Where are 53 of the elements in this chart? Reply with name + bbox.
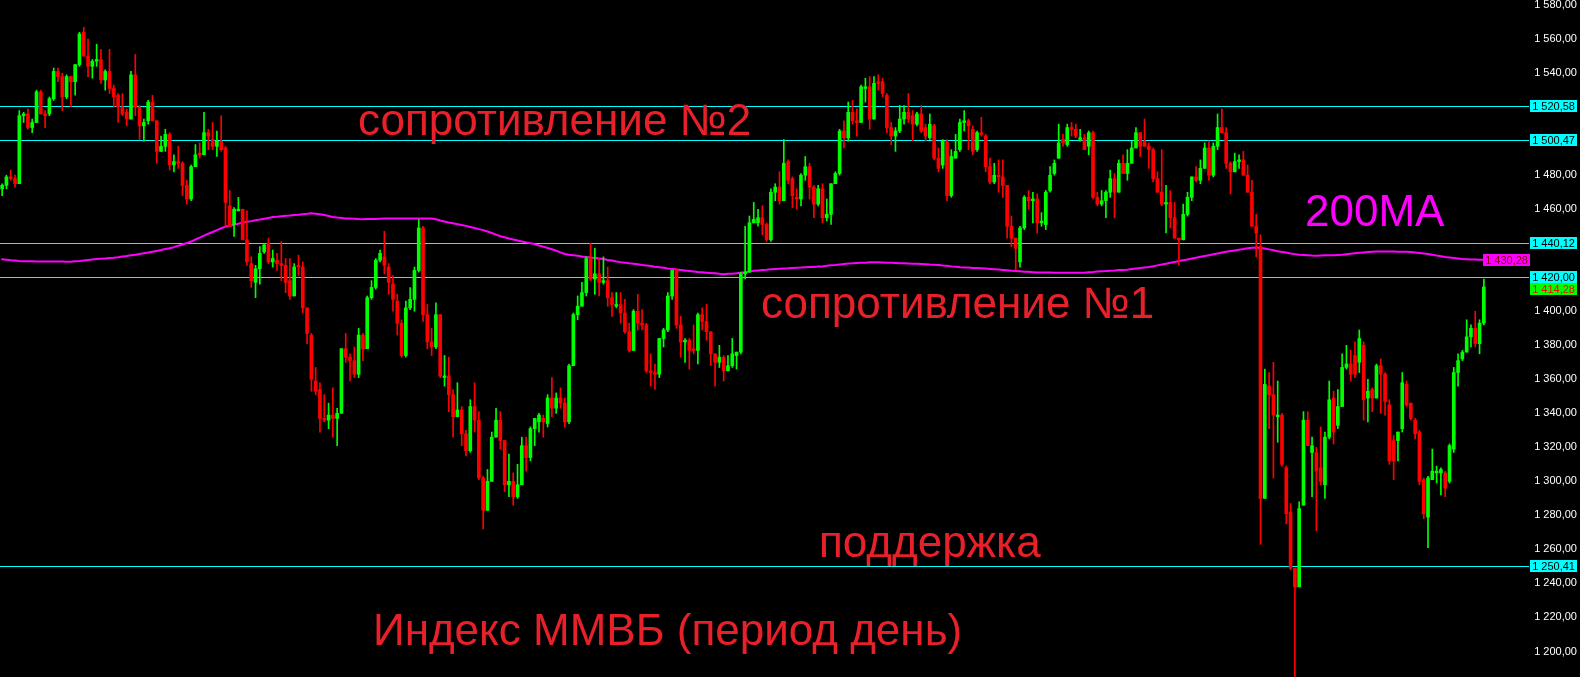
y-tick-label: 1 360,00	[1534, 372, 1577, 385]
candlestick	[842, 120, 846, 149]
y-tick-label: 1 380,00	[1534, 338, 1577, 351]
candlestick	[751, 202, 756, 224]
y-tick-label: 1 340,00	[1534, 406, 1577, 419]
y-tick-label: 1 260,00	[1534, 542, 1577, 555]
series-label: 200MA	[1305, 186, 1446, 235]
candlestick	[593, 248, 597, 295]
ref-line-label: 1 520,58	[1532, 99, 1575, 112]
y-tick-label: 1 480,00	[1534, 168, 1577, 181]
ref-line-label: 1 420,00	[1532, 270, 1575, 283]
candlestick	[1366, 378, 1370, 423]
y-tick-label: 1 200,00	[1534, 644, 1577, 657]
annotation: поддержка	[819, 517, 1042, 566]
y-tick-label: 1 460,00	[1534, 202, 1577, 215]
candlestick	[1267, 372, 1271, 429]
candlestick	[597, 258, 601, 297]
ref-line-label: 1 250,41	[1532, 559, 1575, 572]
candlestick	[215, 130, 219, 157]
y-tick-label: 1 540,00	[1534, 66, 1577, 79]
candlestick	[507, 453, 511, 498]
candlestick	[854, 108, 859, 137]
y-tick-label: 1 300,00	[1534, 474, 1577, 487]
y-tick-label: 1 400,00	[1534, 304, 1577, 317]
candlestick	[1159, 149, 1164, 207]
candlestick	[760, 205, 765, 236]
ref-line-label: 1 500,47	[1532, 133, 1575, 146]
candlestick	[1293, 567, 1297, 677]
candlestick	[1310, 436, 1314, 498]
candlestick	[172, 154, 176, 173]
candlestick	[1378, 358, 1383, 414]
candlestick	[270, 249, 275, 268]
y-tick-label: 1 560,00	[1534, 32, 1577, 45]
candlestick	[1439, 467, 1443, 496]
annotation: сопротивление №1	[761, 278, 1155, 327]
candlestick	[279, 241, 284, 281]
candlestick	[614, 292, 619, 309]
ref-line-label: 1 440,12	[1532, 236, 1575, 249]
data-label: 1 430,28	[1485, 253, 1528, 266]
candlestick	[331, 387, 335, 438]
y-tick-label: 1 240,00	[1534, 576, 1577, 589]
candlestick	[653, 363, 657, 390]
y-tick-label: 1 580,00	[1534, 0, 1577, 11]
candlestick	[206, 128, 211, 151]
text: 1 414,28	[1532, 282, 1575, 295]
candlestick	[541, 414, 546, 438]
candlestick	[69, 76, 73, 108]
candlestick	[1078, 128, 1082, 142]
annotation: сопротивление №2	[358, 95, 752, 144]
y-tick-label: 1 280,00	[1534, 508, 1577, 521]
y-tick-label: 1 220,00	[1534, 610, 1577, 623]
y-tick-label: 1 320,00	[1534, 440, 1577, 453]
text: Индекс ММВБ (период день)	[373, 605, 963, 654]
